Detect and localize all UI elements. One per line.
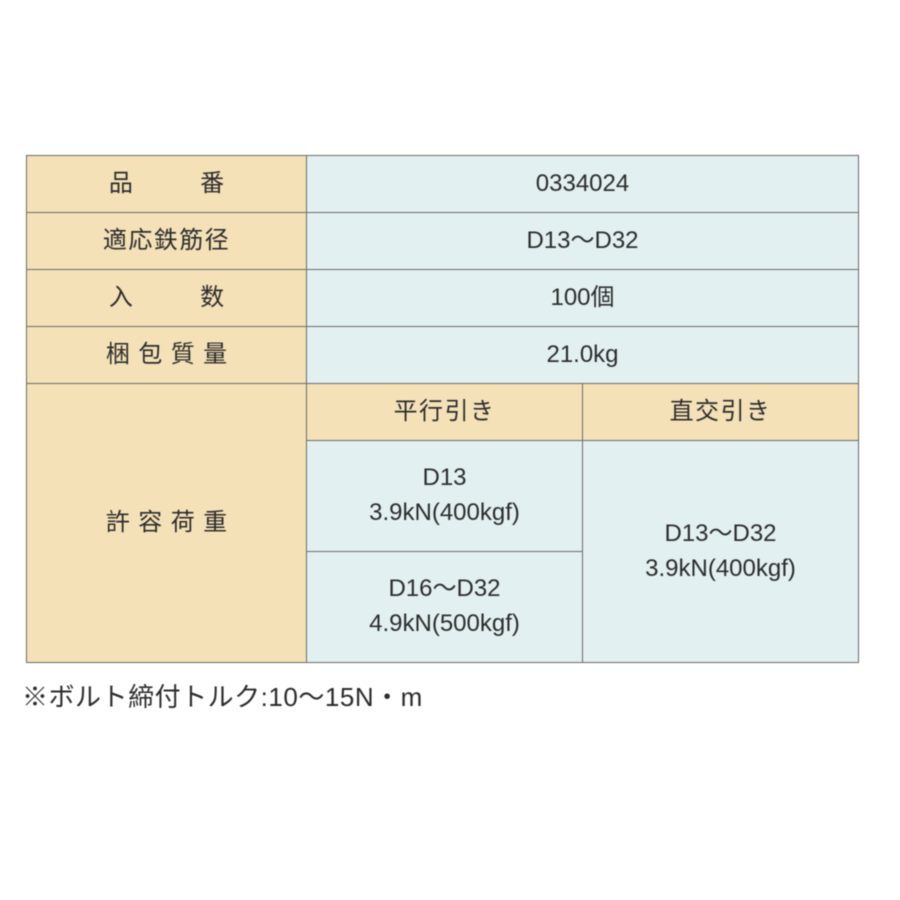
- load-subheader-parallel: 平行引き: [307, 384, 583, 441]
- row-value: 0334024: [307, 156, 859, 213]
- load-subheader-orthogonal: 直交引き: [583, 384, 859, 441]
- page: 品 番 0334024 適応鉄筋径 D13～D32 入 数 100個 梱包質量 …: [0, 0, 900, 900]
- load-subheader-row: 許容荷重 平行引き 直交引き: [27, 384, 859, 441]
- load-value: 4.9kN(500kgf): [369, 610, 520, 637]
- load-value: 3.9kN(400kgf): [369, 499, 520, 526]
- load-parallel-cell: D13 3.9kN(400kgf): [307, 441, 583, 552]
- spec-table: 品 番 0334024 適応鉄筋径 D13～D32 入 数 100個 梱包質量 …: [26, 155, 859, 663]
- table-row: 適応鉄筋径 D13～D32: [27, 213, 859, 270]
- load-value: 3.9kN(400kgf): [645, 555, 796, 582]
- table-row: 梱包質量 21.0kg: [27, 327, 859, 384]
- table-row: 品 番 0334024: [27, 156, 859, 213]
- load-range: D13～D32: [664, 520, 776, 547]
- row-label: 品 番: [27, 156, 307, 213]
- load-range: D13: [422, 464, 466, 491]
- load-orthogonal-cell: D13～D32 3.9kN(400kgf): [583, 441, 859, 663]
- footnote: ※ボルト締付トルク:10～15N・m: [22, 677, 900, 714]
- row-value: 21.0kg: [307, 327, 859, 384]
- row-value: D13～D32: [307, 213, 859, 270]
- row-label: 入 数: [27, 270, 307, 327]
- row-label: 適応鉄筋径: [27, 213, 307, 270]
- load-parallel-cell: D16～D32 4.9kN(500kgf): [307, 552, 583, 663]
- row-value: 100個: [307, 270, 859, 327]
- table-row: 入 数 100個: [27, 270, 859, 327]
- row-label: 梱包質量: [27, 327, 307, 384]
- load-range: D16～D32: [388, 575, 500, 602]
- load-label: 許容荷重: [27, 384, 307, 663]
